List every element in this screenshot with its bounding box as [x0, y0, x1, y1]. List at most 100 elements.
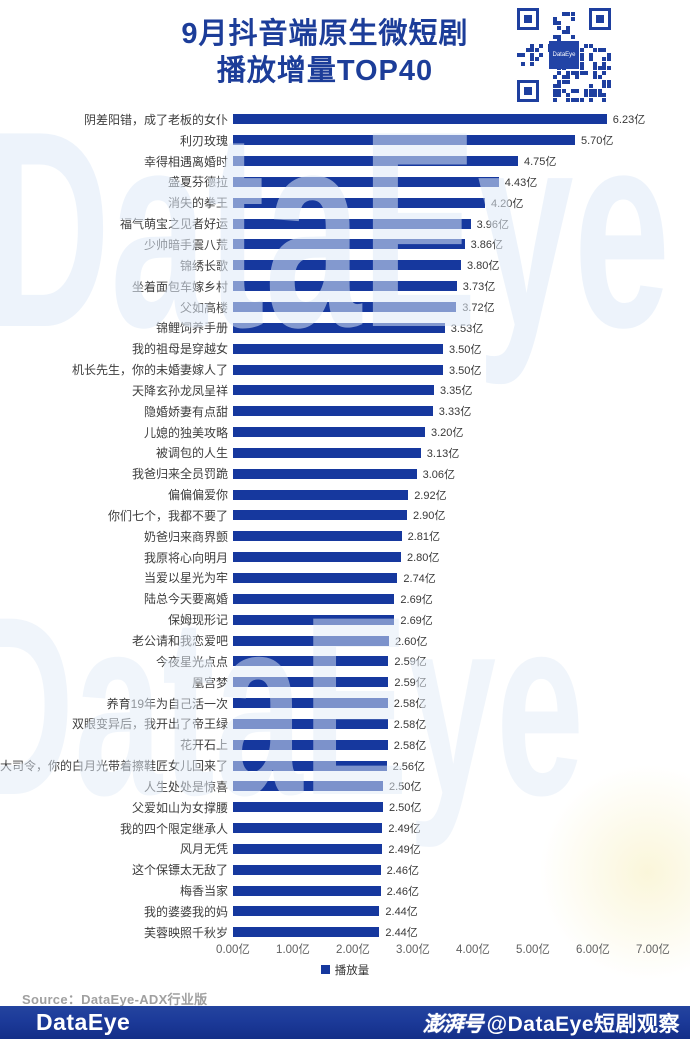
value-label: 2.58亿 — [393, 718, 427, 731]
category-label: 我的婆婆我的妈 — [143, 904, 228, 919]
source-note: Source：DataEye-ADX行业版 — [22, 992, 208, 1007]
bar — [233, 781, 383, 792]
x-axis-tick: 2.00亿 — [336, 944, 370, 956]
legend-swatch — [320, 965, 330, 975]
dataeye-logo: DataEye — [36, 1009, 131, 1035]
chart-row: 坐着面包车嫁乡村 3.73亿 — [0, 276, 690, 297]
chart-row: 保姆现形记 2.69亿 — [0, 609, 690, 630]
value-label: 2.58亿 — [393, 698, 427, 711]
value-label: 4.20亿 — [491, 197, 524, 210]
category-label: 这个保镖太无敌了 — [131, 863, 228, 878]
category-label: 福气萌宝之见者好运 — [119, 217, 228, 232]
value-label: 3.13亿 — [426, 447, 460, 460]
category-label: 父如高楼 — [179, 300, 228, 315]
bar — [233, 447, 421, 458]
bar — [233, 906, 380, 917]
category-label: 儿媳的独美攻略 — [143, 425, 228, 440]
bar — [233, 176, 499, 187]
chart-row: 阴差阳错，成了老板的女仆 6.23亿 — [0, 109, 690, 130]
chart-row: 机长先生，你的未婚妻嫁人了 3.50亿 — [0, 359, 690, 380]
bar — [233, 156, 518, 167]
x-axis-tick: 0.00亿 — [216, 944, 250, 956]
value-label: 3.50亿 — [449, 343, 482, 356]
category-label: 我的祖母是穿越女 — [131, 342, 228, 357]
value-label: 2.46亿 — [386, 885, 420, 898]
bar — [233, 572, 398, 583]
value-label: 3.50亿 — [449, 364, 482, 377]
category-label: 阴差阳错，成了老板的女仆 — [83, 112, 228, 127]
bar — [233, 239, 465, 250]
bar — [233, 864, 381, 875]
category-label: 利刃玫瑰 — [179, 133, 228, 148]
chart-row: 花开石上 2.58亿 — [0, 734, 690, 755]
qr-code: DataEye — [517, 8, 611, 102]
footer-right: 澎湃号 @DataEye短剧观察 — [423, 1008, 680, 1038]
chart-row: 你们七个，我都不要了 2.90亿 — [0, 505, 690, 526]
bar — [233, 843, 383, 854]
value-label: 2.50亿 — [389, 802, 422, 815]
value-label: 2.90亿 — [413, 510, 446, 523]
chart-row: 幸得相遇离婚时 4.75亿 — [0, 151, 690, 172]
chart-row: 双眼变异后，我开出了帝王绿 2.58亿 — [0, 713, 690, 734]
value-label: 2.92亿 — [414, 489, 447, 502]
qr-finder-bottom-left — [517, 80, 539, 102]
category-label: 我爸归来全员罚跪 — [131, 467, 228, 482]
chart-row: 我原将心向明月 2.80亿 — [0, 547, 690, 568]
bar — [233, 489, 409, 500]
chart-row: 利刃玫瑰 5.70亿 — [0, 130, 690, 151]
x-axis-tick: 1.00亿 — [276, 944, 310, 956]
value-label: 3.86亿 — [470, 239, 504, 252]
x-axis-tick: 5.00亿 — [516, 944, 550, 956]
page-title-line2: 播放增量TOP40 — [216, 55, 434, 87]
value-label: 2.59亿 — [394, 656, 427, 669]
category-label: 盛夏芬德拉 — [167, 175, 228, 190]
value-label: 5.70亿 — [581, 135, 614, 148]
chart-row: 大司令，你的白月光带着擦鞋匠女儿回来了 2.56亿 — [0, 755, 690, 776]
bar — [233, 739, 388, 750]
chart-row: 我的四个限定继承人 2.49亿 — [0, 818, 690, 839]
category-label: 你们七个，我都不要了 — [107, 508, 228, 523]
legend: 播放量 — [0, 961, 690, 979]
value-label: 2.44亿 — [385, 927, 418, 940]
category-label: 天降玄孙龙凤呈祥 — [131, 383, 228, 398]
chart-row: 被调包的人生 3.13亿 — [0, 443, 690, 464]
bar — [233, 364, 443, 375]
chart-row: 盛夏芬德拉 4.43亿 — [0, 172, 690, 193]
value-label: 2.59亿 — [394, 677, 427, 690]
bar — [233, 552, 401, 563]
value-label: 2.80亿 — [407, 552, 440, 565]
chart-row: 父如高楼 3.72亿 — [0, 297, 690, 318]
category-label: 老公请和我恋爱吧 — [131, 634, 228, 649]
category-label: 当爱以星光为牢 — [143, 571, 228, 586]
bar — [233, 718, 388, 729]
chart-row: 我的祖母是穿越女 3.50亿 — [0, 338, 690, 359]
category-label: 偏偏偏爱你 — [167, 488, 228, 503]
value-label: 3.96亿 — [476, 218, 510, 231]
value-label: 3.73亿 — [462, 281, 496, 294]
value-label: 3.53亿 — [450, 322, 484, 335]
category-label: 双眼变异后，我开出了帝王绿 — [71, 717, 228, 732]
page-title: 9月抖音端原生微短剧 播放增量TOP40 — [0, 16, 650, 90]
value-label: 6.23亿 — [612, 114, 646, 127]
chart-row: 少帅暗手震八荒 3.86亿 — [0, 234, 690, 255]
category-label: 幸得相遇离婚时 — [143, 154, 228, 169]
pengpai-logo: 澎湃号 — [422, 1012, 484, 1036]
bar — [233, 635, 389, 646]
qr-center-label: DataEye — [549, 41, 579, 69]
x-axis-tick: 6.00亿 — [576, 944, 610, 956]
chart-row: 锦鲤饲养手册 3.53亿 — [0, 317, 690, 338]
value-label: 3.80亿 — [467, 260, 500, 273]
x-axis: 0.00亿 1.00亿 2.00亿 3.00亿 4.00亿 5.00亿 6.00亿 7.00亿 — [0, 941, 690, 956]
bar — [233, 385, 434, 396]
bar — [233, 406, 433, 417]
value-label: 2.56亿 — [392, 760, 426, 773]
chart-row: 养育19年为自己活一次 2.58亿 — [0, 693, 690, 714]
chart-row: 今夜星光点点 2.59亿 — [0, 651, 690, 672]
page-title-line1: 9月抖音端原生微短剧 — [181, 18, 469, 50]
category-label: 消失的拳王 — [167, 196, 228, 211]
bar — [233, 114, 607, 125]
chart-row: 福气萌宝之见者好运 3.96亿 — [0, 213, 690, 234]
category-label: 今夜星光点点 — [155, 654, 228, 669]
value-label: 4.75亿 — [524, 156, 557, 169]
